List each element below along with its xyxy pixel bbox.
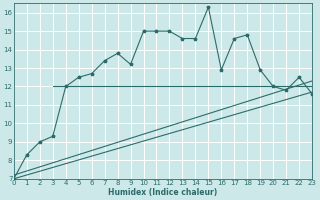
X-axis label: Humidex (Indice chaleur): Humidex (Indice chaleur) [108,188,218,197]
